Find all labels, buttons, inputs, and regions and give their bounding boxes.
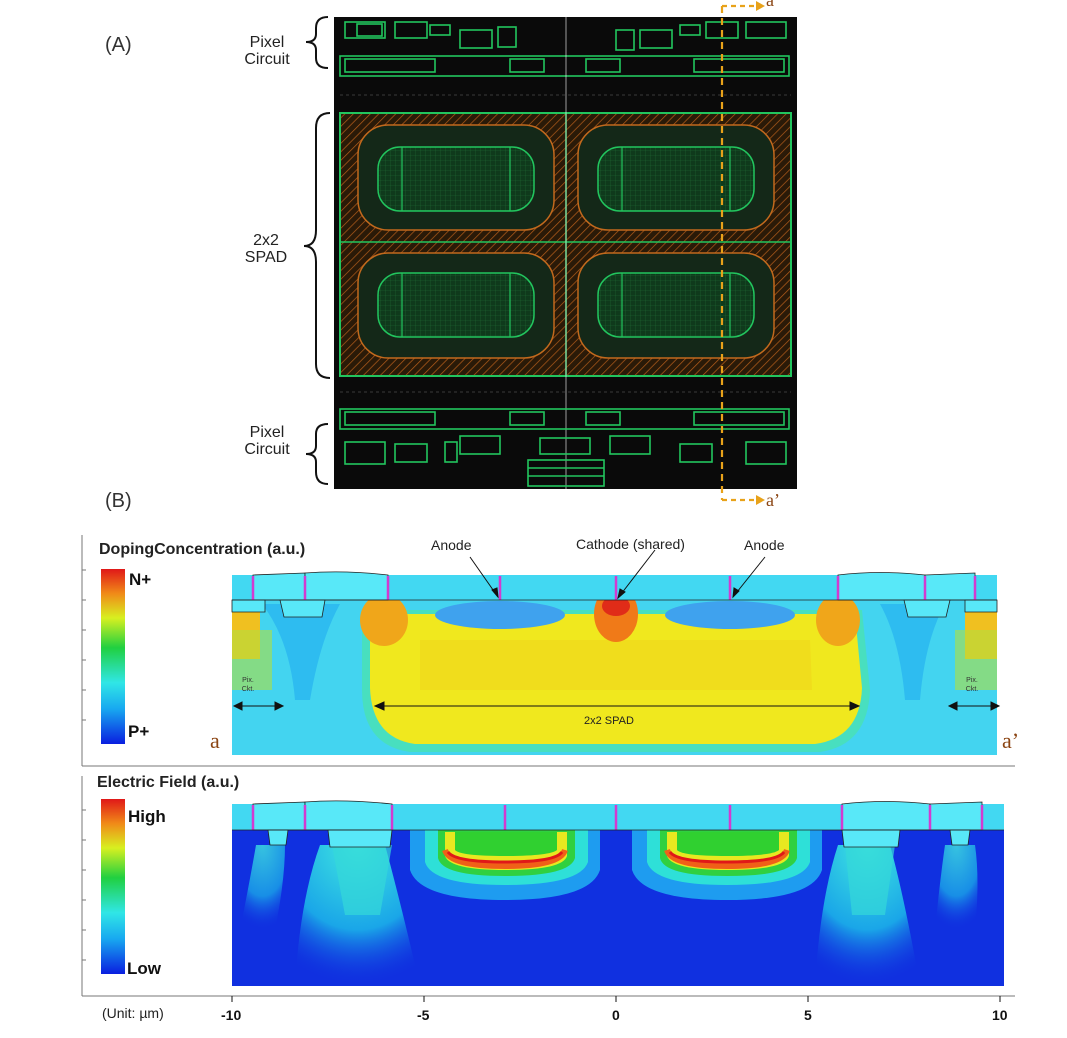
- cut-line-start-label: a: [766, 0, 774, 10]
- x-tick-label: 0: [612, 1007, 620, 1023]
- axis-unit-label: (Unit: µm): [102, 1005, 164, 1021]
- x-tick-label: -10: [221, 1007, 242, 1023]
- x-tick-label: -5: [417, 1007, 430, 1023]
- pix-ckt-left-line2: Ckt.: [241, 686, 255, 693]
- efield-map: [232, 800, 1004, 986]
- layout-die: [334, 17, 797, 489]
- panel-b-label: (B): [105, 490, 132, 512]
- pix-ckt-left-line1: Pix.: [242, 677, 254, 684]
- cut-line-end-label: a’: [766, 490, 780, 510]
- x-tick-label: 10: [992, 1007, 1008, 1023]
- anode-right-label: Anode: [744, 537, 785, 553]
- section-edge-right: a’: [1002, 728, 1020, 753]
- doping-map: [231, 571, 998, 755]
- doping-colorbar: [101, 569, 125, 744]
- pixel-circuit-bottom-line2: Circuit: [244, 441, 290, 458]
- section-edge-left: a: [210, 728, 220, 753]
- spad-span-label: 2x2 SPAD: [584, 715, 634, 727]
- doping-legend-max: N+: [129, 570, 152, 589]
- pixel-circuit-bottom-label: Pixel Circuit: [232, 424, 302, 458]
- spad-array-line1: 2x2: [253, 232, 279, 249]
- pix-ckt-right-line2: Ckt.: [965, 686, 979, 693]
- x-tick-label: 5: [804, 1007, 812, 1023]
- doping-title: DopingConcentration (a.u.): [99, 541, 306, 558]
- pixel-circuit-bottom-line1: Pixel: [249, 424, 285, 441]
- panel-a-label: (A): [105, 34, 132, 56]
- pixel-circuit-top-label: Pixel Circuit: [232, 34, 302, 68]
- efield-title: Electric Field (a.u.): [97, 774, 240, 791]
- efield-legend-max: High: [128, 807, 166, 826]
- efield-legend-min: Low: [127, 959, 161, 978]
- anode-left-label: Anode: [431, 537, 472, 553]
- pix-ckt-right-label: Pix. Ckt.: [960, 676, 984, 694]
- doping-legend-min: P+: [128, 722, 150, 741]
- pix-ckt-left-label: Pix. Ckt.: [236, 676, 260, 694]
- spad-array-label: 2x2 SPAD: [236, 232, 296, 266]
- efield-colorbar: [101, 799, 125, 974]
- pixel-circuit-top-line2: Circuit: [244, 51, 290, 68]
- spad-array-line2: SPAD: [244, 249, 288, 266]
- cathode-label: Cathode (shared): [576, 536, 685, 552]
- pixel-circuit-top-line1: Pixel: [249, 34, 285, 51]
- pix-ckt-right-line1: Pix.: [966, 677, 978, 684]
